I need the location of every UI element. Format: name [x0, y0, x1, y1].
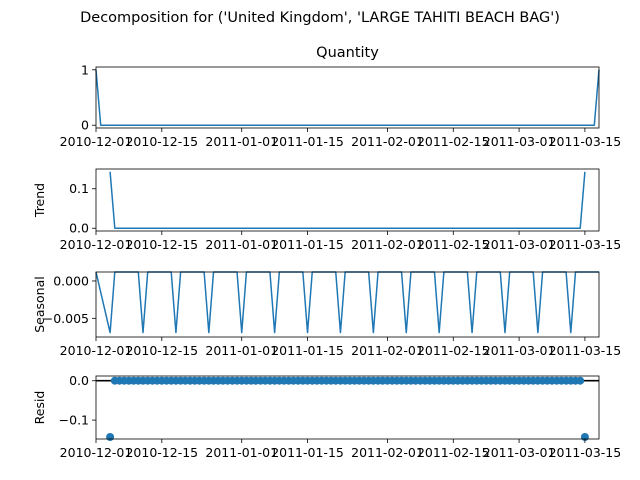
observed-x-tick-label: 2010-12-01 [60, 134, 133, 149]
trend-x-tick-label: 2011-03-15 [549, 237, 622, 252]
trend-y-tick-label: 0.0 [69, 221, 89, 236]
seasonal-x-tick-label: 2011-02-01 [351, 343, 424, 358]
observed-y-tick-label: 0 [81, 118, 89, 133]
trend-y-axis-label: Trend [32, 183, 47, 218]
seasonal-x-tick-label: 2010-12-15 [125, 343, 198, 358]
resid-axes-frame [95, 375, 600, 440]
trend-x-tick-label: 2011-02-15 [417, 237, 490, 252]
observed-y-tick-label: 1 [81, 62, 89, 77]
seasonal-x-tick-label: 2011-03-01 [483, 343, 556, 358]
observed-panel-title: Quantity [316, 45, 379, 61]
trend-x-tick-label: 2011-01-01 [205, 237, 278, 252]
trend-x-tick-label: 2010-12-01 [60, 237, 133, 252]
resid-y-axis-label: Resid [32, 391, 47, 425]
figure-suptitle: Decomposition for ('United Kingdom', 'LA… [80, 10, 560, 26]
trend-axes-frame [95, 168, 600, 232]
trend-y-tick-label: 0.1 [69, 181, 89, 196]
observed-x-tick-label: 2011-03-01 [483, 134, 556, 149]
trend-x-tick-label: 2011-03-01 [483, 237, 556, 252]
trend-x-tick-label: 2010-12-15 [125, 237, 198, 252]
resid-point [576, 376, 585, 385]
observed-x-tick-label: 2011-03-15 [549, 134, 622, 149]
seasonal-y-tick-label: −0.005 [43, 311, 89, 326]
seasonal-x-tick-label: 2011-01-15 [271, 343, 344, 358]
resid-x-tick-label: 2011-01-01 [205, 445, 278, 460]
resid-x-tick-label: 2010-12-15 [125, 445, 198, 460]
seasonal-axes-frame [95, 271, 600, 338]
resid-y-tick-label: −0.1 [59, 413, 89, 428]
seasonal-x-tick-label: 2011-01-01 [205, 343, 278, 358]
observed-x-tick-label: 2011-02-15 [417, 134, 490, 149]
seasonal-y-tick-label: 0.000 [53, 273, 89, 288]
seasonal-x-tick-label: 2011-03-15 [549, 343, 622, 358]
resid-x-tick-label: 2011-02-15 [417, 445, 490, 460]
seasonal-y-axis-label: Seasonal [32, 276, 47, 333]
observed-axes-frame [95, 66, 600, 129]
seasonal-x-tick-label: 2010-12-01 [60, 343, 133, 358]
resid-y-tick-label: 0.0 [69, 373, 89, 388]
resid-x-tick-label: 2011-01-15 [271, 445, 344, 460]
observed-x-tick-label: 2011-02-01 [351, 134, 424, 149]
resid-x-tick-label: 2011-02-01 [351, 445, 424, 460]
observed-x-tick-label: 2011-01-01 [205, 134, 278, 149]
observed-series-line [95, 69, 600, 126]
resid-point [106, 432, 115, 441]
resid-x-tick-label: 2011-03-01 [483, 445, 556, 460]
trend-series-line [109, 171, 586, 229]
observed-x-tick-label: 2010-12-15 [125, 134, 198, 149]
seasonal-x-tick-label: 2011-02-15 [417, 343, 490, 358]
seasonal-series-line [95, 271, 599, 334]
resid-x-tick-label: 2011-03-15 [549, 445, 622, 460]
observed-x-tick-label: 2011-01-15 [271, 134, 344, 149]
trend-x-tick-label: 2011-02-01 [351, 237, 424, 252]
resid-x-tick-label: 2010-12-01 [60, 445, 133, 460]
trend-x-tick-label: 2011-01-15 [271, 237, 344, 252]
